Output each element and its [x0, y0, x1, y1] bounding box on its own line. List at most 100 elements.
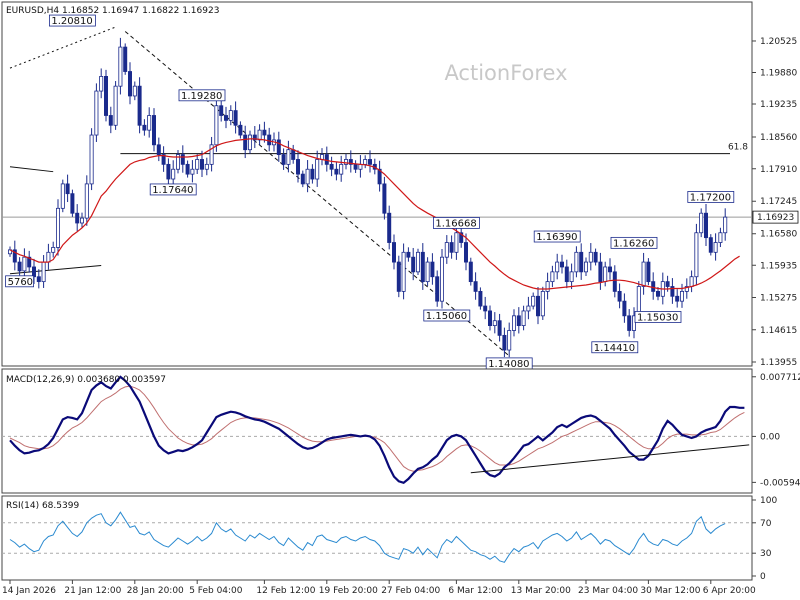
candle-body [425, 261, 430, 283]
time-tick-label: 13 Mar 20:00 [511, 586, 571, 596]
price-annotation-box [591, 341, 639, 354]
candle-body [516, 315, 521, 326]
candle-body [449, 242, 454, 253]
candle-body [420, 251, 425, 283]
candle-body [689, 276, 694, 287]
candlesticks[interactable] [7, 37, 728, 358]
candle-body [483, 305, 488, 312]
candle-body [7, 249, 12, 255]
candle-body [444, 242, 449, 258]
candle-body [151, 115, 156, 146]
candle-body [75, 212, 80, 224]
price-annotation-label: 1.17640 [152, 185, 193, 196]
candle-body [699, 212, 704, 234]
candle-body [108, 115, 113, 126]
candle-body [588, 251, 593, 263]
price-pane-frame [1, 1, 753, 367]
time-tick-label: 14 Jan 2026 [2, 586, 56, 596]
candle-body [305, 168, 310, 185]
candle-body [598, 261, 603, 283]
candle-body [127, 71, 132, 97]
candle-body [560, 261, 565, 268]
time-axis: 14 Jan 2026 21 Jan 12:00 28 Jan 20:00 5 Feb… [2, 580, 756, 596]
candle-body [603, 266, 608, 283]
candle-body [324, 154, 329, 165]
price-annotations: 1.20810 1.19280 1.17640 1.16668 1.15060 1.140… [5, 14, 735, 370]
price-annotation-label: 5760 [8, 277, 33, 288]
candle-body [492, 320, 497, 326]
candle-body [415, 251, 420, 273]
candle-body [579, 251, 584, 273]
candle-body [51, 247, 56, 253]
candle-body [439, 256, 444, 302]
price-annotation-label: 1.16390 [536, 232, 577, 243]
candle-body [17, 261, 22, 272]
candle-body [656, 290, 661, 297]
candle-body [60, 183, 65, 209]
candle-body [104, 76, 109, 116]
candle-body [540, 290, 545, 317]
candle-body [502, 334, 507, 351]
candle-body [89, 134, 94, 185]
price-pane[interactable]: ActionForex 1.20525 1.19880 1.19235 1.18560… [1, 1, 799, 370]
candle-body [608, 266, 613, 273]
candle-body [487, 310, 492, 326]
price-axis: 1.20525 1.19880 1.19235 1.18560 1.17910 1.172… [752, 37, 797, 368]
price-trendline [9, 26, 116, 69]
time-tick-label: 6 Mar 12:00 [448, 586, 503, 596]
price-annotation-box [5, 275, 34, 288]
candle-body [219, 105, 224, 116]
time-tick-label: 21 Jan 12:00 [64, 586, 121, 596]
candle-body [175, 154, 180, 170]
rsi-pane[interactable]: 100 70 30 0 RSI(14) 68.5399 [1, 495, 777, 582]
price-annotation-box [533, 230, 581, 243]
time-tick-label: 6 Apr 20:00 [703, 586, 756, 596]
candle-body [243, 134, 248, 151]
candle-body [363, 159, 368, 165]
price-annotation-label: 1.17200 [690, 192, 731, 203]
price-tick-label: 1.17245 [760, 197, 797, 207]
candle-body [166, 163, 171, 180]
macd-pane[interactable]: 0.007712 0.00 -0.005944 MACD(12,26,9) 0.00… [1, 368, 800, 494]
rsi-tick-label: 30 [760, 549, 772, 559]
price-tick-label: 1.20525 [760, 37, 797, 47]
candle-body [353, 163, 358, 170]
candle-body [564, 266, 569, 283]
moving-average-line [9, 138, 740, 290]
time-tick-label: 12 Feb 12:00 [256, 586, 315, 596]
rsi-pane-frame [1, 495, 753, 581]
candle-body [478, 290, 483, 307]
candle-body [641, 261, 646, 287]
macd-tick-label: 0.00 [760, 432, 780, 442]
time-tick-label: 30 Mar 12:00 [640, 586, 700, 596]
candle-body [147, 115, 152, 131]
candle-body [70, 193, 75, 214]
price-annotation-label: 1.15060 [426, 311, 467, 322]
time-tick-label: 19 Feb 20:00 [319, 586, 378, 596]
price-trendline [9, 265, 102, 275]
candle-body [569, 271, 574, 283]
candle-body [339, 163, 344, 175]
candle-body [329, 163, 334, 170]
price-header: EURUSD,H4 1.16852 1.16947 1.16822 1.1692… [6, 6, 219, 16]
candle-body [612, 271, 617, 292]
candle-body [195, 159, 200, 170]
candle-body [377, 168, 382, 185]
candle-body [161, 154, 166, 165]
candle-body [334, 168, 339, 175]
current-price-label: 1.16923 [757, 213, 794, 223]
price-annotation-label: 1.14410 [594, 343, 635, 354]
macd-header: MACD(12,26,9) 0.003680 0.003597 [6, 375, 166, 385]
candle-body [473, 281, 478, 292]
candle-body [118, 46, 123, 87]
macd-pane-frame [1, 368, 753, 494]
candle-body [531, 295, 536, 307]
candle-body [665, 281, 670, 287]
candle-body [391, 242, 396, 263]
price-annotation-box [178, 89, 226, 102]
macd-line [9, 375, 745, 485]
candle-body [247, 134, 252, 151]
rsi-tick-label: 0 [760, 572, 766, 582]
candle-body [99, 76, 104, 92]
